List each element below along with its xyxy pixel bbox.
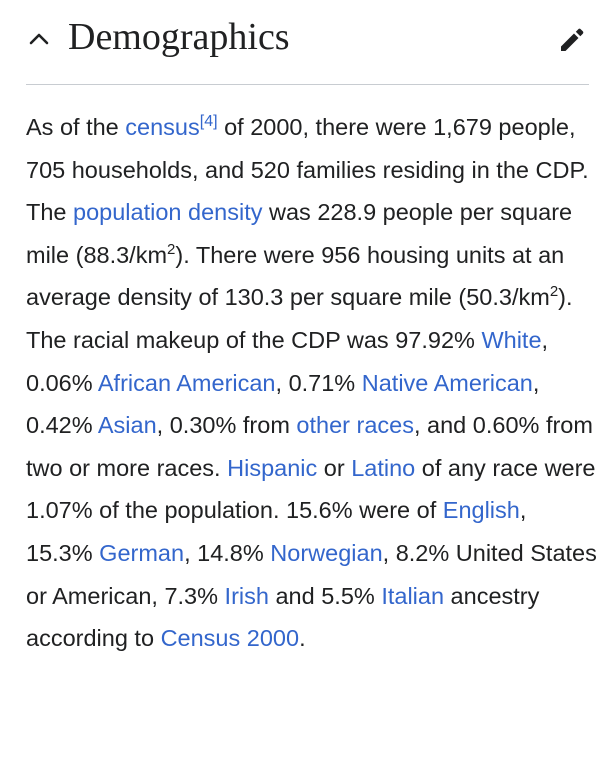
link-italian[interactable]: Italian (381, 582, 445, 609)
text-segment: . (299, 625, 306, 652)
text-segment: , 8.2% United States or American, 7.3% (26, 539, 597, 609)
text-segment: of any race were 1.07% of the population… (26, 454, 596, 524)
section-header: Demographics (0, 0, 615, 86)
link-white[interactable]: White (481, 326, 542, 353)
link-african-american[interactable]: African American (97, 369, 276, 396)
link-german[interactable]: German (99, 539, 185, 566)
link-population-density[interactable]: population density (73, 199, 263, 226)
demographics-paragraph: As of the census[4] of 2000, there were … (26, 106, 598, 660)
link-census[interactable]: census (125, 114, 200, 140)
text-segment: , 14.8% (184, 539, 271, 566)
text-segment: , 0.06% (26, 326, 549, 396)
text-segment: ). There were 956 housing units at an av… (26, 241, 565, 311)
text-segment: , 15.3% (26, 497, 527, 566)
link-irish[interactable]: Irish (224, 582, 269, 609)
section-divider (26, 84, 589, 85)
link-other-races[interactable]: other races (296, 412, 414, 439)
text-segment: , 0.71% (275, 369, 362, 396)
text-segment: and 5.5% (268, 582, 382, 609)
link-hispanic[interactable]: Hispanic (227, 454, 318, 481)
link-native-american[interactable]: Native American (361, 369, 533, 396)
pencil-icon[interactable] (556, 24, 588, 56)
link-norwegian[interactable]: Norwegian (270, 539, 383, 566)
chevron-up-icon[interactable] (26, 26, 52, 50)
text-segment: or (317, 454, 352, 481)
link-census-2000[interactable]: Census 2000 (160, 625, 300, 652)
text-segment: of 2000, there were 1,679 people, 705 ho… (26, 114, 589, 226)
reference-4-link[interactable]: [4] (199, 113, 218, 131)
text-segment: , and 0.60% from two or more races. (26, 412, 593, 481)
section-title: Demographics (68, 16, 290, 58)
link-english[interactable]: English (442, 497, 520, 524)
text-segment: ancestry according to (26, 582, 540, 652)
superscript-2: 2 (167, 240, 176, 258)
text-segment: As of the (26, 114, 126, 140)
link-asian[interactable]: Asian (97, 412, 157, 439)
text-segment: ). The racial makeup of the CDP was 97.9… (26, 284, 573, 353)
text-segment: was 228.9 people per square mile (88.3/k… (26, 199, 573, 268)
superscript-2: 2 (549, 283, 559, 301)
link-latino[interactable]: Latino (351, 454, 416, 481)
text-segment: , 0.42% (26, 369, 540, 439)
text-segment: , 0.30% from (156, 412, 297, 439)
